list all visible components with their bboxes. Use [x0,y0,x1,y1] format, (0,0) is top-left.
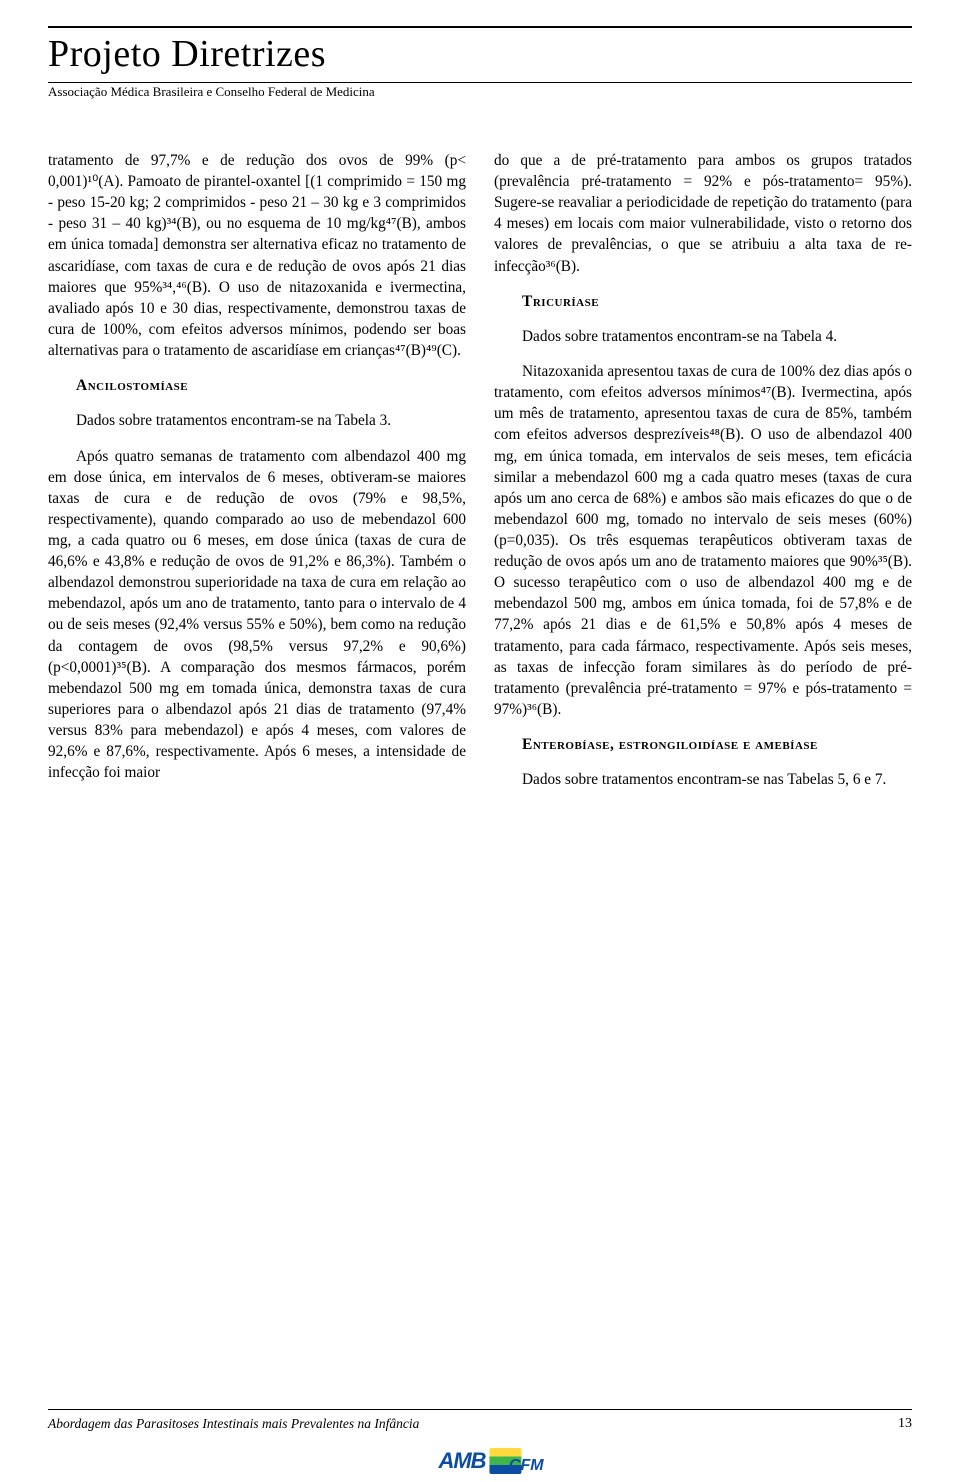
header-title: Projeto Diretrizes [48,32,326,76]
footer: Abordagem das Parasitoses Intestinais ma… [48,1409,912,1432]
paragraph-4: do que a de pré-tratamento para ambos os… [494,150,912,277]
cfm-logo [490,1448,522,1474]
paragraph-2: Dados sobre tratamentos encontram-se na … [48,410,466,431]
paragraph-7: Dados sobre tratamentos encontram-se nas… [494,769,912,790]
paragraph-3: Após quatro semanas de tratamento com al… [48,446,466,784]
section-tricuriase: Tricuríase [522,291,912,312]
top-divider [48,26,912,28]
content-area: tratamento de 97,7% e de redução dos ovo… [48,150,912,1392]
header-divider [48,82,912,83]
paragraph-5: Dados sobre tratamentos encontram-se na … [494,326,912,347]
footer-text: Abordagem das Parasitoses Intestinais ma… [48,1416,419,1432]
left-column: tratamento de 97,7% e de redução dos ovo… [48,150,466,1392]
paragraph-6: Nitazoxanida apresentou taxas de cura de… [494,361,912,720]
section-enterobiase: Enterobíase, estrongiloidíase e amebíase [522,734,912,755]
page-number: 13 [898,1416,912,1432]
section-ancilostomiase: Ancilostomíase [76,375,466,396]
amb-logo: AMB [438,1448,485,1474]
paragraph-1: tratamento de 97,7% e de redução dos ovo… [48,150,466,361]
right-column: do que a de pré-tratamento para ambos os… [494,150,912,1392]
footer-logos: AMB [438,1448,521,1474]
header-subtitle: Associação Médica Brasileira e Conselho … [48,84,375,100]
